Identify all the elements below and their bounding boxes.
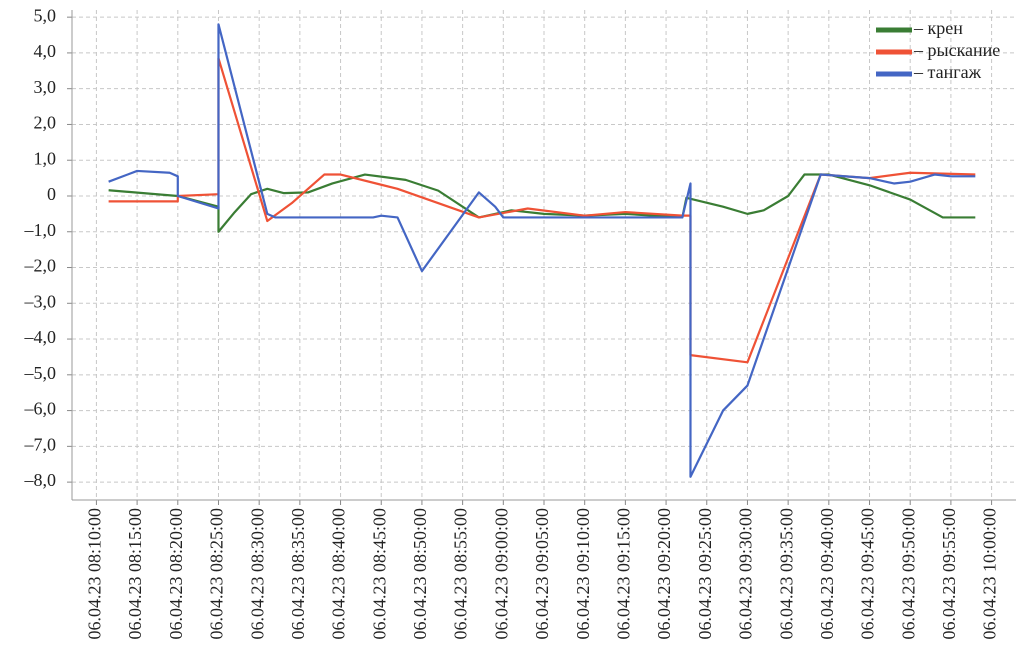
y-tick-label: –4,0 xyxy=(24,327,57,347)
x-tick-label: 06.04.23 09:05:00 xyxy=(532,508,552,640)
x-tick-label: 06.04.23 08:30:00 xyxy=(247,508,267,640)
x-tick-label: 06.04.23 09:50:00 xyxy=(898,508,918,640)
x-tick-label: 06.04.23 09:15:00 xyxy=(614,508,634,640)
y-tick-label: 4,0 xyxy=(34,41,57,61)
x-tick-label: 06.04.23 08:50:00 xyxy=(410,508,430,640)
x-tick-label: 06.04.23 08:25:00 xyxy=(207,508,227,640)
x-tick-label: 06.04.23 09:40:00 xyxy=(817,508,837,640)
legend-label: – тангаж xyxy=(913,62,982,82)
y-tick-label: –6,0 xyxy=(24,399,57,419)
x-tick-label: 06.04.23 08:15:00 xyxy=(125,508,145,640)
x-tick-label: 06.04.23 08:20:00 xyxy=(166,508,186,640)
legend-label: – рыскание xyxy=(913,40,1000,60)
y-tick-label: 1,0 xyxy=(34,148,57,168)
y-tick-label: –8,0 xyxy=(24,470,57,490)
y-tick-label: –7,0 xyxy=(24,434,57,454)
x-tick-label: 06.04.23 08:55:00 xyxy=(451,508,471,640)
x-tick-label: 06.04.23 09:35:00 xyxy=(776,508,796,640)
data-line xyxy=(108,23,976,478)
x-tick-label: 06.04.23 08:40:00 xyxy=(329,508,349,640)
y-tick-label: –3,0 xyxy=(24,291,57,311)
x-tick-label: 06.04.23 08:35:00 xyxy=(288,508,308,640)
x-tick-label: 06.04.23 09:20:00 xyxy=(654,508,674,640)
x-tick-label: 06.04.23 08:10:00 xyxy=(85,508,105,640)
x-tick-label: 06.04.23 08:45:00 xyxy=(369,508,389,640)
y-tick-label: –5,0 xyxy=(24,363,57,383)
y-tick-label: 3,0 xyxy=(34,77,57,97)
y-tick-label: –2,0 xyxy=(24,256,57,276)
y-tick-label: 5,0 xyxy=(34,5,57,25)
y-tick-label: 0 xyxy=(47,184,56,204)
legend-label: – крен xyxy=(913,18,963,38)
y-tick-label: 2,0 xyxy=(34,113,57,133)
y-tick-label: –1,0 xyxy=(24,220,57,240)
x-tick-label: 06.04.23 09:25:00 xyxy=(695,508,715,640)
x-tick-label: 06.04.23 09:45:00 xyxy=(858,508,878,640)
x-tick-label: 06.04.23 09:55:00 xyxy=(939,508,959,640)
x-tick-label: 06.04.23 09:10:00 xyxy=(573,508,593,640)
x-tick-label: 06.04.23 09:00:00 xyxy=(491,508,511,640)
x-tick-label: 06.04.23 10:00:00 xyxy=(980,508,1000,640)
x-tick-label: 06.04.23 09:30:00 xyxy=(736,508,756,640)
